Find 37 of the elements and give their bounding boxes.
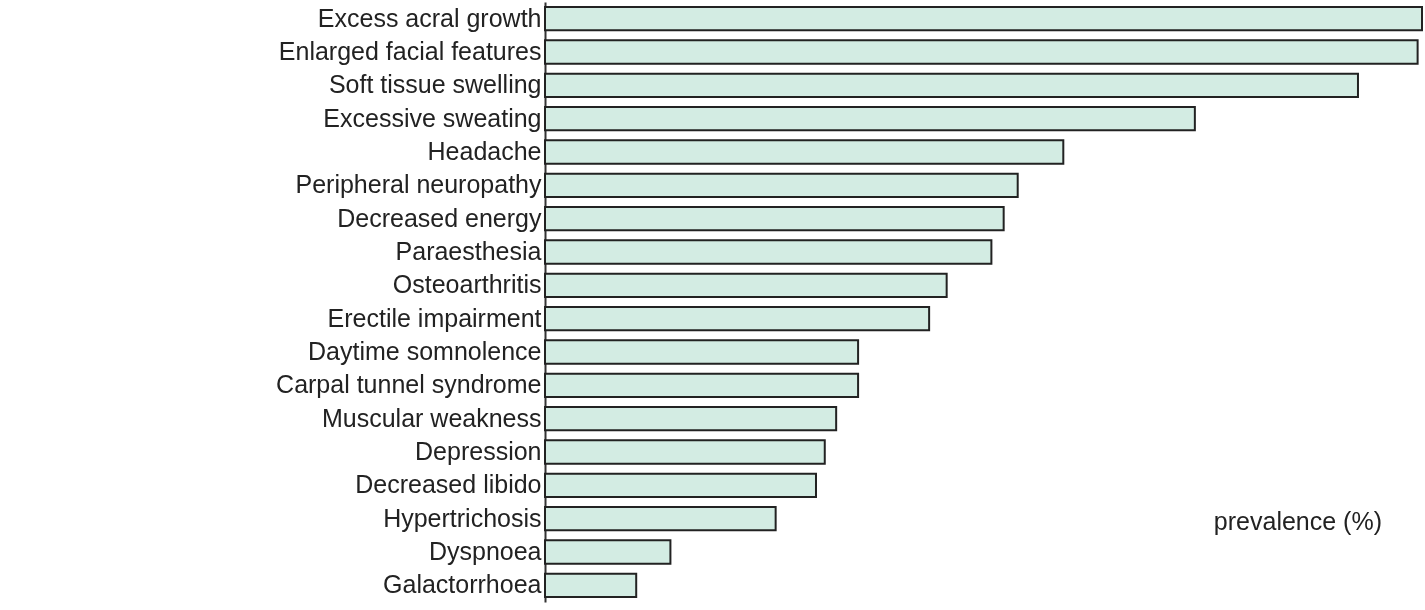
y-tick-label: Excess acral growth <box>317 3 542 32</box>
y-tick-label: Daytime somnolence <box>308 337 542 365</box>
y-tick-label: Paraesthesia <box>395 237 542 265</box>
bar <box>544 472 817 498</box>
y-tick-label: Muscular weakness <box>321 403 542 432</box>
y-tick-label: Osteoarthritis <box>392 270 542 299</box>
y-tick-label: Excessive sweating <box>323 103 542 132</box>
bar <box>544 206 1005 232</box>
y-tick-label: Decreased energy <box>337 203 542 232</box>
y-tick-label: Decreased libido <box>355 470 542 499</box>
bar <box>544 172 1019 198</box>
bar <box>544 39 1419 65</box>
bar <box>544 106 1196 132</box>
bar <box>544 572 638 598</box>
bar <box>544 539 672 565</box>
y-tick-label: Erectile impairment <box>327 303 542 332</box>
y-tick-label: Dyspnoea <box>428 537 542 565</box>
y-tick-label: Peripheral neuropathy <box>295 170 542 199</box>
bar <box>544 239 993 265</box>
bar <box>544 406 838 432</box>
bar <box>544 6 1423 32</box>
bar <box>544 72 1359 98</box>
x-axis-title: prevalence (%) <box>1213 507 1382 535</box>
bar <box>544 139 1065 165</box>
y-tick-label: Enlarged facial features <box>278 37 542 65</box>
y-tick-label: Hypertrichosis <box>383 503 542 532</box>
y-tick-label: Soft tissue swelling <box>328 70 542 99</box>
bar <box>544 272 948 298</box>
bar <box>544 506 777 532</box>
bar <box>544 372 860 398</box>
bar <box>544 439 826 465</box>
y-tick-label: Galactorrhoea <box>383 570 542 599</box>
y-tick-label: Headache <box>427 137 542 165</box>
bar <box>544 306 931 332</box>
y-tick-label: Carpal tunnel syndrome <box>276 370 542 399</box>
y-tick-label: Depression <box>415 437 542 465</box>
bar <box>544 339 860 365</box>
